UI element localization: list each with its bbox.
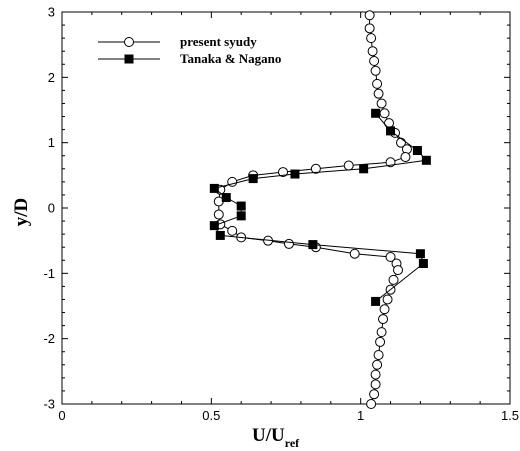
data-point-circle	[213, 209, 224, 220]
data-point-circle	[366, 399, 377, 409]
data-point-circle	[372, 359, 383, 370]
data-point-circle	[349, 248, 360, 259]
axes: 0 0.5 1 1.5 -3 -2 -1 0 1 2 3	[43, 5, 519, 424]
y-tick-label: 1	[48, 135, 55, 150]
data-point-circle	[376, 98, 387, 109]
data-point-square	[308, 240, 318, 250]
x-tick-label: 0	[58, 408, 65, 423]
series-tanaka-nagano	[209, 108, 431, 306]
legend-marker-tanaka-nagano	[124, 54, 134, 64]
data-point-square	[386, 126, 396, 136]
data-point-circle	[343, 160, 354, 171]
y-tick-label: -3	[43, 397, 55, 412]
data-point-circle	[369, 56, 380, 66]
x-tick-label: 1.5	[501, 408, 519, 423]
data-point-square	[371, 108, 381, 118]
data-point-circle	[375, 336, 386, 347]
data-point-square	[236, 201, 246, 211]
data-point-circle	[364, 23, 375, 34]
data-point-circle	[369, 389, 380, 400]
y-tick-label: 0	[48, 201, 55, 216]
data-point-circle	[367, 46, 378, 57]
x-tick-label: 0.5	[202, 408, 220, 423]
data-point-square	[215, 230, 225, 240]
data-point-circle	[388, 274, 399, 285]
data-point-circle	[278, 167, 289, 178]
data-point-square	[371, 296, 381, 306]
legend: present syudy Tanaka & Nagano	[98, 34, 281, 66]
data-point-square	[412, 146, 422, 156]
y-tick-label: 3	[48, 5, 55, 20]
data-point-square	[359, 164, 369, 174]
data-point-circle	[373, 350, 384, 360]
legend-label-present-study: present syudy	[180, 34, 257, 49]
data-point-square	[236, 211, 246, 221]
series-present-study	[213, 10, 412, 409]
y-tick-label: 2	[48, 70, 55, 85]
data-point-circle	[372, 78, 383, 89]
data-point-circle	[227, 225, 238, 236]
data-point-square	[209, 221, 219, 231]
data-point-circle	[370, 379, 381, 390]
x-tick-label: 1	[357, 408, 364, 423]
data-point-square	[418, 259, 428, 269]
data-point-square	[290, 169, 300, 179]
x-axis-title: U/Uref	[252, 425, 300, 450]
legend-label-tanaka-nagano: Tanaka & Nagano	[180, 51, 281, 66]
y-axis-title: y/D	[11, 198, 32, 227]
data-point-circle	[379, 304, 390, 315]
data-point-circle	[364, 10, 375, 21]
data-point-square	[248, 174, 258, 184]
data-point-circle	[378, 314, 389, 325]
data-point-square	[415, 249, 425, 259]
data-point-square	[209, 183, 219, 193]
data-point-circle	[379, 108, 390, 119]
y-tick-label: -1	[43, 266, 55, 281]
plot-frame	[61, 11, 511, 405]
legend-marker-present-study	[124, 37, 134, 47]
data-point-circle	[283, 238, 294, 249]
x-axis-title-sub: ref	[285, 436, 300, 450]
data-point-circle	[376, 327, 387, 338]
plot-area	[209, 10, 431, 409]
data-point-circle	[385, 252, 396, 262]
data-point-circle	[370, 369, 381, 380]
data-point-circle	[400, 152, 411, 163]
data-point-circle	[370, 65, 381, 76]
data-point-circle	[393, 265, 403, 276]
data-point-circle	[382, 294, 393, 305]
x-axis-title-main: U/U	[252, 425, 285, 446]
data-point-circle	[373, 88, 384, 99]
data-point-circle	[366, 33, 377, 44]
y-tick-label: -2	[43, 331, 55, 346]
data-point-square	[421, 155, 431, 165]
data-point-square	[221, 193, 231, 203]
data-point-circle	[310, 163, 321, 174]
